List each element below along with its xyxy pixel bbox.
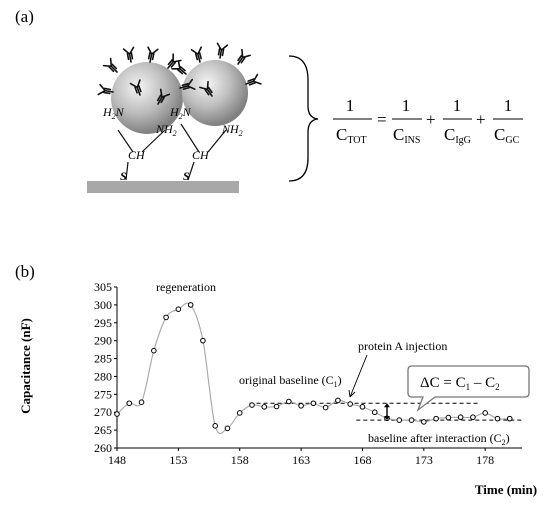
delta-c-callout <box>407 365 530 412</box>
data-point <box>126 400 133 407</box>
data-point <box>187 302 194 308</box>
data-point <box>347 401 353 407</box>
linker-left <box>117 129 166 181</box>
data-point <box>175 306 182 312</box>
eq-term-gc: CGC <box>494 125 520 146</box>
annotation-regeneration: regeneration <box>156 280 216 294</box>
data-point <box>224 425 231 432</box>
eq-lhs-denominator: CTOT <box>336 125 367 146</box>
h2n-left: H2N <box>102 105 125 121</box>
x-tick-label: 148 <box>108 453 126 467</box>
data-point <box>335 397 341 404</box>
data-point <box>200 337 206 344</box>
panel-b-label: (b) <box>15 262 35 281</box>
x-tick-marks <box>116 448 486 451</box>
nanoparticle-right <box>182 60 248 126</box>
linker-right <box>180 123 227 181</box>
nanoparticle-left <box>111 62 183 134</box>
data-point <box>261 404 268 410</box>
data-point <box>151 347 157 354</box>
eq-numerator-4: 1 <box>504 96 513 115</box>
data-point <box>421 419 427 425</box>
curly-brace <box>288 55 319 182</box>
panel-a: (a) <box>15 7 523 193</box>
data-point <box>359 404 366 410</box>
x-tick-label: 178 <box>476 453 494 467</box>
eq-term-ins: CINS <box>393 125 420 146</box>
s-right: S <box>183 169 190 183</box>
y-tick-label: 285 <box>94 352 112 366</box>
data-point <box>310 400 317 407</box>
x-tick-label: 163 <box>292 453 310 467</box>
y-tick-label: 275 <box>94 387 112 401</box>
series-markers <box>114 302 513 432</box>
nh2-left: NH2 <box>155 122 177 138</box>
data-point <box>470 414 476 421</box>
h2n-right: H2N <box>169 105 192 121</box>
eq-numerator-3: 1 <box>453 96 462 115</box>
data-point <box>482 410 488 416</box>
data-point <box>506 415 513 422</box>
protein-a-pointer <box>349 354 368 398</box>
capacitance-chart: 260 265 270 275 280 285 290 295 300 305 148 153 158… <box>18 280 537 497</box>
x-tick-label: 153 <box>169 453 187 467</box>
y-tick-label: 270 <box>94 405 112 419</box>
data-point <box>236 410 243 416</box>
data-point <box>249 402 255 408</box>
protein-a-arrowhead <box>348 389 356 398</box>
data-point <box>286 398 292 405</box>
annotation-after-interaction: baseline after interaction (C2) <box>368 431 510 447</box>
data-point <box>396 417 403 423</box>
eq-plus-2: + <box>476 110 486 129</box>
data-point <box>494 415 501 422</box>
x-tick-label: 168 <box>353 453 371 467</box>
data-point <box>273 403 280 410</box>
y-axis-title: Capacitance (nF) <box>18 318 33 414</box>
delta-c-arrowhead-top <box>384 403 390 408</box>
eq-term-igg: CIgG <box>444 125 471 146</box>
data-point <box>457 414 464 421</box>
x-tick-labels: 148 153 158 163 168 173 178 <box>108 453 494 467</box>
y-tick-label: 300 <box>94 298 112 312</box>
y-tick-labels: 260 265 270 275 280 285 290 295 300 305 <box>94 280 112 455</box>
panel-a-label: (a) <box>15 7 34 26</box>
ch-right: CH <box>192 148 210 162</box>
eq-plus-1: + <box>426 110 436 129</box>
data-point <box>322 404 329 411</box>
eq-equals: = <box>377 110 387 129</box>
data-point <box>408 417 415 423</box>
y-tick-label: 290 <box>94 334 112 348</box>
data-point <box>114 411 120 417</box>
data-point <box>371 409 378 416</box>
data-point <box>138 399 145 406</box>
eq-numerator-2: 1 <box>402 96 411 115</box>
s-left: S <box>120 169 127 183</box>
data-point <box>163 314 169 321</box>
ch-left: CH <box>128 148 146 162</box>
data-point <box>212 423 218 429</box>
eq-numerator-1: 1 <box>346 96 355 115</box>
data-point <box>445 414 452 421</box>
delta-c-formula: ΔC = C1 – C2 <box>420 375 500 392</box>
y-tick-label: 295 <box>94 316 112 330</box>
y-tick-label: 265 <box>94 423 112 437</box>
nh2-right: NH2 <box>221 122 243 138</box>
x-tick-label: 158 <box>231 453 249 467</box>
y-tick-label: 305 <box>94 280 112 294</box>
y-tick-label: 260 <box>94 441 112 455</box>
x-axis-title: Time (min) <box>475 482 537 497</box>
annotation-protein-a: protein A injection <box>358 339 447 353</box>
delta-c-arrowhead-bottom <box>384 416 390 421</box>
panel-b: (b) 260 265 270 275 280 285 290 295 300 305 148 15… <box>15 262 537 497</box>
y-tick-label: 280 <box>94 369 112 383</box>
annotation-original-baseline: original baseline (C1) <box>239 373 342 389</box>
x-tick-label: 173 <box>415 453 433 467</box>
equation: 1 CTOT = 1 CINS + 1 CIgG + 1 CGC <box>333 96 523 146</box>
gold-electrode <box>87 181 239 193</box>
data-point <box>298 402 304 409</box>
data-point <box>433 415 439 422</box>
